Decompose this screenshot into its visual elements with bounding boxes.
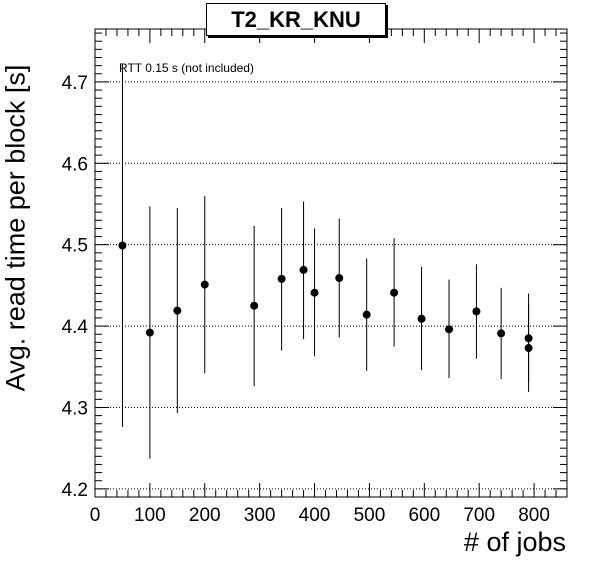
y-tick-label: 4.3 xyxy=(62,398,88,419)
data-point xyxy=(200,280,209,289)
rtt-annotation: RTT 0.15 s (not included) xyxy=(119,61,254,75)
data-markers xyxy=(118,241,533,353)
data-point xyxy=(472,307,481,316)
grid-lines xyxy=(95,81,567,490)
data-point xyxy=(118,241,127,250)
data-point xyxy=(497,329,506,338)
data-point xyxy=(390,288,399,297)
x-tick-label: 100 xyxy=(134,505,166,526)
y-tick-label: 4.2 xyxy=(62,480,88,501)
x-tick-label: 500 xyxy=(354,505,386,526)
x-tick-label: 400 xyxy=(299,505,331,526)
y-axis-label: Avg. read time per block [s] xyxy=(0,64,31,392)
x-tick-label: 700 xyxy=(463,505,495,526)
data-point xyxy=(145,328,154,337)
y-axis-ticks: 4.2 4.3 4.4 4.5 4.6 4.7 xyxy=(62,32,567,501)
y-tick-label: 4.7 xyxy=(62,73,88,94)
data-point xyxy=(250,301,259,310)
chart-title: T2_KR_KNU xyxy=(206,3,386,36)
error-bars xyxy=(121,63,530,459)
data-point xyxy=(310,288,319,297)
data-point xyxy=(524,334,533,343)
data-point xyxy=(417,314,426,323)
x-axis-label: # of jobs xyxy=(463,527,566,557)
plot-frame xyxy=(94,28,568,498)
data-point xyxy=(362,310,371,319)
x-tick-label: 600 xyxy=(408,505,440,526)
data-point xyxy=(524,344,533,353)
y-tick-label: 4.6 xyxy=(62,154,88,175)
x-axis-ticks: 0 100 200 300 400 500 600 700 800 xyxy=(90,29,568,526)
x-tick-label: 200 xyxy=(189,505,221,526)
data-point xyxy=(335,274,344,283)
y-tick-label: 4.5 xyxy=(62,236,88,257)
y-tick-label: 4.4 xyxy=(62,317,89,338)
x-tick-label: 300 xyxy=(244,505,276,526)
data-point xyxy=(445,325,453,334)
x-tick-label: 800 xyxy=(518,505,550,526)
data-point xyxy=(173,306,182,315)
data-point xyxy=(277,274,286,283)
x-tick-label: 0 xyxy=(90,505,101,526)
data-point xyxy=(299,265,308,274)
